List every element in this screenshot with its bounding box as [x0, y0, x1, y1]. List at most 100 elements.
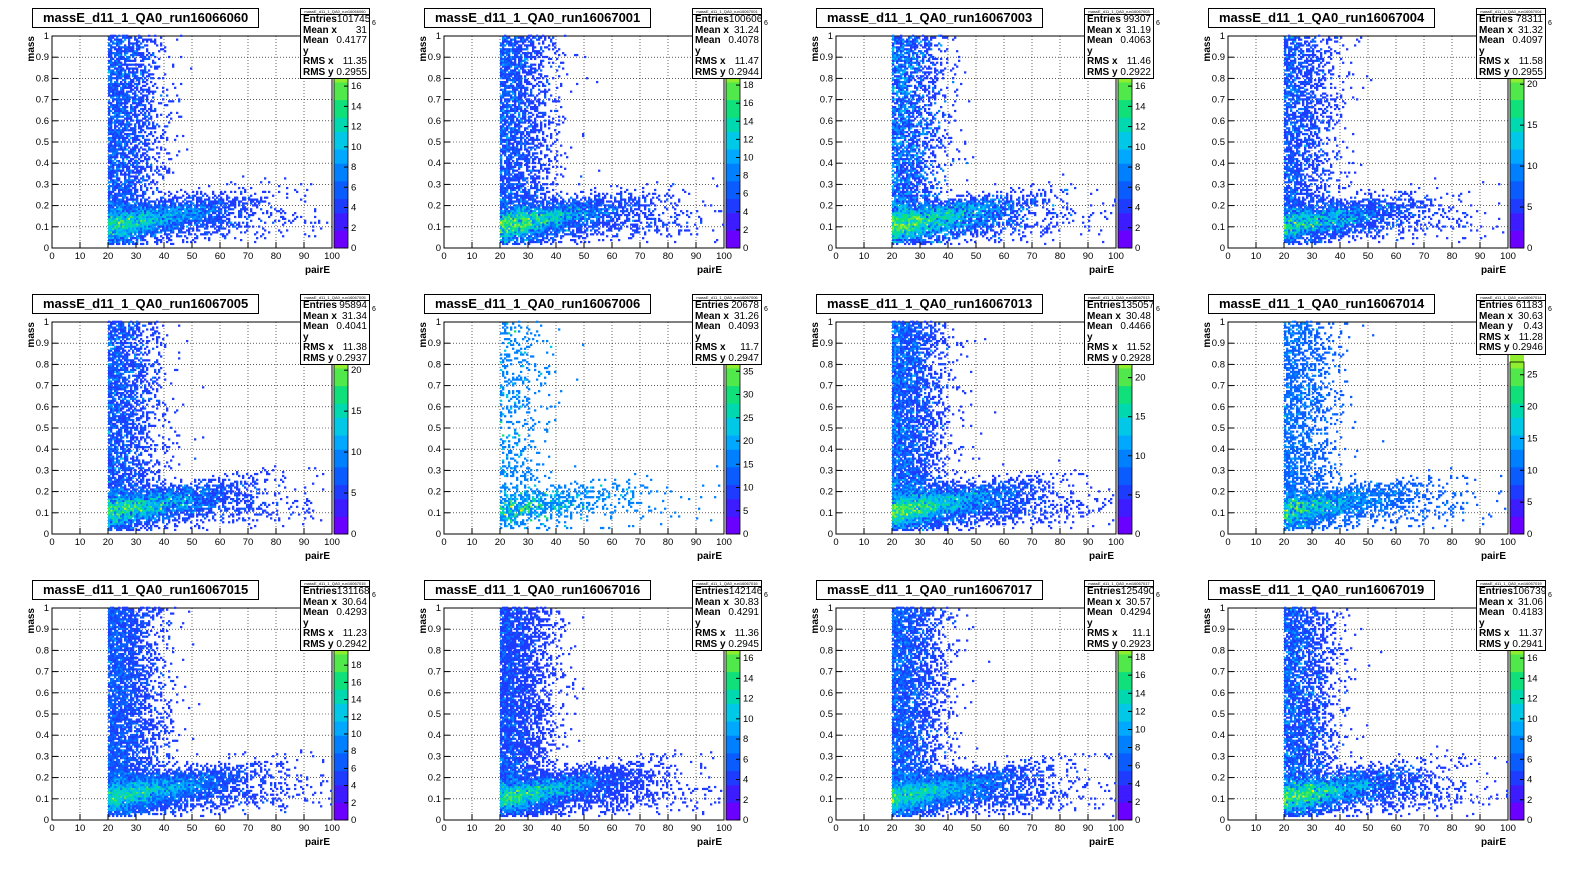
heatmap-cell — [124, 61, 127, 64]
heatmap-cell — [218, 200, 221, 203]
heatmap-cell — [166, 217, 169, 221]
heatmap-cell — [540, 212, 543, 215]
heatmap-cell — [502, 169, 505, 172]
heatmap-cell — [152, 221, 155, 224]
heatmap-cell — [132, 63, 135, 66]
heatmap-cell — [122, 115, 125, 118]
heatmap-cell — [580, 210, 583, 213]
heatmap-cell — [112, 152, 115, 155]
heatmap-cell — [108, 69, 111, 72]
heatmap-cell — [544, 102, 547, 105]
heatmap-cell — [224, 237, 227, 240]
heatmap-cell — [504, 75, 507, 78]
heatmap-cell — [530, 111, 533, 115]
heatmap-cell — [528, 196, 531, 199]
heatmap-cell — [120, 115, 123, 118]
heatmap-cell — [514, 219, 517, 222]
heatmap-cell — [264, 190, 267, 194]
heatmap-cell — [164, 46, 167, 49]
heatmap-cell — [196, 206, 199, 209]
heatmap-cell — [548, 200, 551, 203]
heatmap-cell — [546, 175, 549, 178]
heatmap-cell — [514, 206, 517, 209]
heatmap-cell — [566, 206, 569, 209]
heatmap-cell — [502, 210, 505, 213]
heatmap-cell — [572, 213, 575, 217]
heatmap-cell — [118, 146, 121, 149]
heatmap-cell — [694, 223, 697, 226]
heatmap-cell — [128, 75, 131, 78]
heatmap-cell — [136, 208, 139, 211]
heatmap-cell — [238, 204, 241, 207]
heatmap-cell — [212, 210, 215, 213]
heatmap-cell — [548, 202, 551, 205]
heatmap-cell — [550, 237, 553, 240]
heatmap-cell — [652, 213, 655, 217]
heatmap-cell — [150, 208, 153, 211]
heatmap-cell — [136, 198, 139, 201]
heatmap-cell — [122, 146, 125, 149]
heatmap-cell — [144, 235, 147, 238]
heatmap-cell — [128, 55, 131, 59]
heatmap-cell — [158, 173, 161, 176]
heatmap-cell — [586, 212, 589, 215]
heatmap-cell — [512, 117, 515, 120]
heatmap-cell — [110, 73, 113, 76]
heatmap-cell — [124, 204, 127, 207]
heatmap-cell — [518, 186, 521, 190]
heatmap-cell — [140, 165, 143, 168]
heatmap-cell — [116, 106, 119, 109]
heatmap-cell — [112, 84, 115, 88]
heatmap-cell — [144, 104, 147, 107]
heatmap-cell — [552, 219, 555, 222]
stats-value: 0.4177 — [336, 35, 367, 57]
heatmap-cell — [146, 212, 149, 215]
heatmap-cell — [576, 213, 579, 217]
heatmap-cell — [150, 77, 153, 80]
heatmap-cell — [116, 67, 119, 70]
color-scale-segment — [334, 177, 348, 182]
heatmap-cell — [530, 186, 533, 190]
heatmap-cell — [222, 227, 225, 230]
heatmap-cell — [208, 210, 211, 213]
heatmap-cell — [500, 204, 503, 207]
heatmap-cell — [506, 119, 509, 122]
heatmap-cell — [114, 82, 117, 86]
heatmap-cell — [296, 190, 299, 194]
heatmap-cell — [520, 225, 523, 228]
heatmap-cell — [528, 159, 531, 163]
heatmap-cell — [136, 221, 139, 224]
heatmap-cell — [142, 121, 145, 124]
heatmap-cell — [138, 219, 141, 222]
heatmap-cell — [530, 71, 533, 74]
heatmap-cell — [150, 132, 153, 136]
heatmap-cell — [134, 165, 137, 168]
heatmap-cell — [556, 150, 559, 153]
heatmap-cell — [536, 227, 539, 230]
heatmap-cell — [162, 200, 165, 203]
heatmap-cell — [520, 50, 523, 53]
heatmap-cell — [532, 86, 535, 89]
heatmap-cell — [120, 188, 123, 192]
heatmap-cell — [110, 156, 113, 159]
heatmap-cell — [152, 200, 155, 203]
heatmap-cell — [506, 219, 509, 222]
heatmap-cell — [504, 215, 507, 219]
heatmap-cell — [580, 227, 583, 230]
heatmap-cell — [116, 179, 119, 182]
heatmap-cell — [116, 131, 119, 134]
heatmap-cell — [112, 88, 115, 91]
heatmap-cell — [610, 200, 613, 203]
heatmap-cell — [512, 171, 515, 174]
heatmap-cell — [112, 150, 115, 153]
heatmap-cell — [122, 159, 125, 163]
heatmap-cell — [510, 106, 513, 109]
heatmap-cell — [516, 229, 519, 232]
heatmap-cell — [134, 227, 137, 230]
heatmap-cell — [144, 225, 147, 228]
heatmap-cell — [120, 225, 123, 228]
heatmap-cell — [242, 208, 245, 211]
heatmap-cell — [538, 208, 541, 211]
heatmap-cell — [524, 208, 527, 211]
heatmap-cell — [170, 210, 173, 213]
